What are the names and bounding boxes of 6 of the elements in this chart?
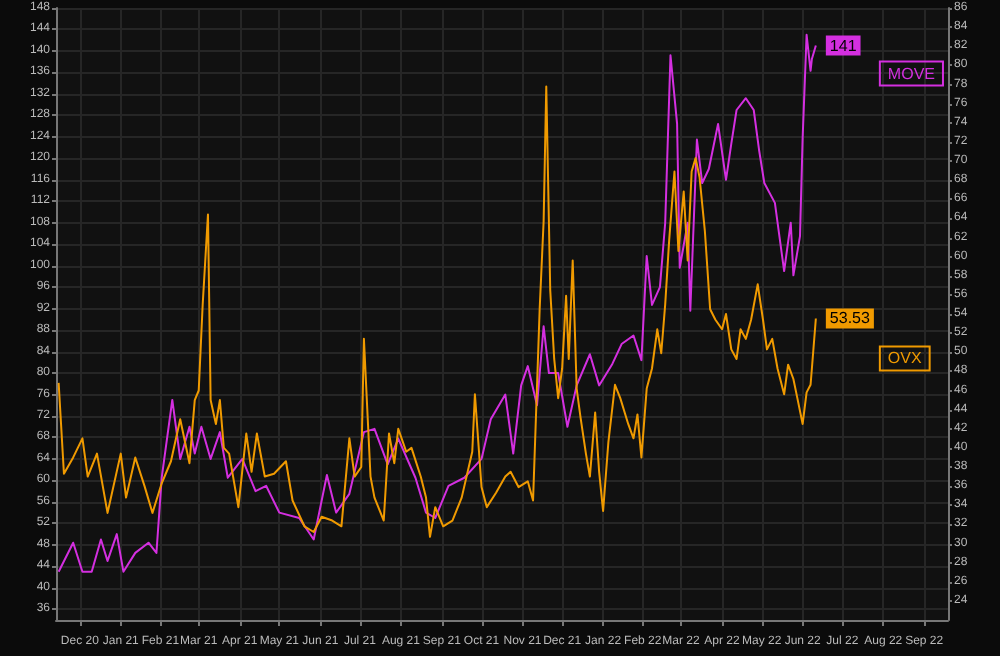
line-series bbox=[57, 33, 817, 573]
data-label: 53.53 bbox=[829, 309, 871, 328]
text: OVX bbox=[887, 349, 923, 368]
data-label: 141 bbox=[829, 36, 858, 55]
text: MOVE bbox=[887, 64, 935, 83]
line-series bbox=[57, 85, 817, 538]
